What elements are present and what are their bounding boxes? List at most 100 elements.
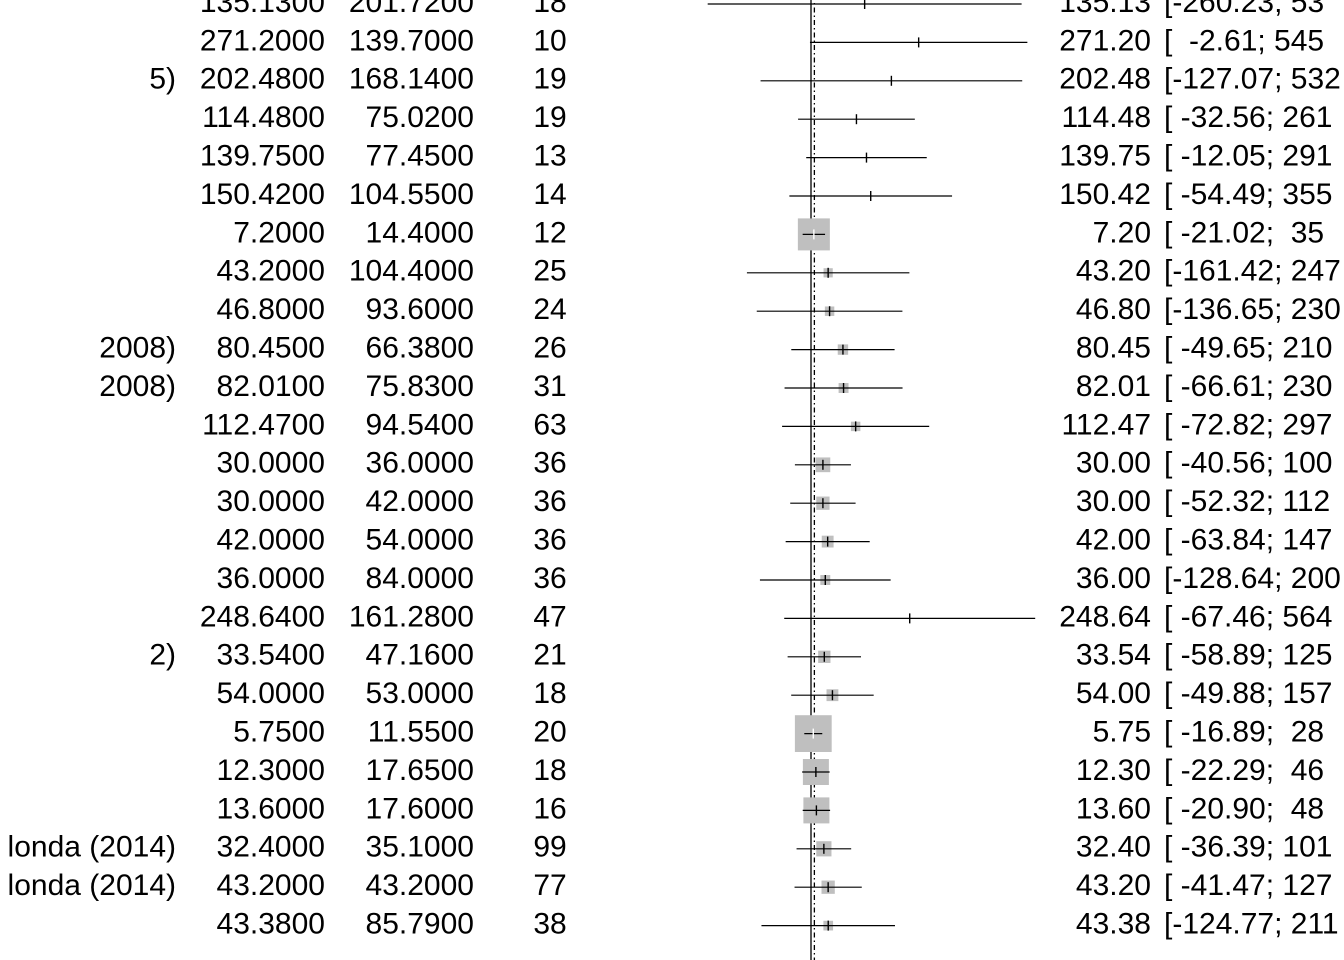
sd-value: 17.6000 <box>366 792 474 825</box>
mean-value: 32.4000 <box>217 831 325 864</box>
mean-value: 30.0000 <box>217 447 325 480</box>
n-value: 36 <box>533 562 566 595</box>
ci-value: [ -32.56; 261 <box>1164 101 1332 134</box>
sd-value: 42.0000 <box>366 485 474 518</box>
n-value: 38 <box>533 908 566 941</box>
table-row: 30.0000 42.0000 36 30.00 [ -52.32; 112 <box>217 485 1331 518</box>
table-row: 114.4800 75.0200 19 114.48 [ -32.56; 261 <box>202 101 1332 134</box>
table-row: 5) 202.4800 168.1400 19 202.48 [-127.07; 532 <box>149 63 1341 96</box>
mean-value: 271.2000 <box>200 24 325 57</box>
estimate-value: 30.00 <box>1076 447 1151 480</box>
table-row: 13.6000 17.6000 16 13.60 [ -20.90; 48 <box>217 792 1325 825</box>
estimate-value: 150.42 <box>1059 178 1151 211</box>
table-row: 30.0000 36.0000 36 30.00 [ -40.56; 100 <box>217 447 1333 480</box>
ci-value: [-161.42; 247 <box>1164 255 1341 288</box>
sd-value: 84.0000 <box>366 562 474 595</box>
sd-value: 47.1600 <box>366 639 474 672</box>
n-value: 13 <box>533 140 566 173</box>
ci-value: [ -21.02; 35 <box>1164 216 1324 249</box>
study-label: 5) <box>149 63 176 96</box>
forest-rows: 135.1300 201.7200 18 135.13 [-260.23; 53 271.… <box>8 0 1341 941</box>
mean-value: 139.7500 <box>200 140 325 173</box>
ci-value: [-260.23; 53 <box>1164 0 1324 19</box>
table-row: 36.0000 84.0000 36 36.00 [-128.64; 200 <box>217 562 1341 595</box>
sd-value: 11.5500 <box>368 716 474 749</box>
sd-value: 201.7200 <box>349 0 474 19</box>
sd-value: 77.4500 <box>366 140 474 173</box>
n-value: 77 <box>533 869 566 902</box>
ci-value: [ -52.32; 112 <box>1164 485 1330 518</box>
estimate-value: 54.00 <box>1076 677 1151 710</box>
mean-value: 112.4700 <box>202 408 325 441</box>
estimate-value: 5.75 <box>1093 716 1151 749</box>
sd-value: 75.8300 <box>366 370 474 403</box>
table-row: 7.2000 14.4000 12 7.20 [ -21.02; 35 <box>233 216 1324 251</box>
n-value: 25 <box>533 255 566 288</box>
table-row: 43.3800 85.7900 38 43.38 [-124.77; 211 <box>217 908 1339 941</box>
sd-value: 36.0000 <box>366 447 474 480</box>
sd-value: 54.0000 <box>366 524 474 557</box>
n-value: 19 <box>533 63 566 96</box>
mean-value: 82.0100 <box>217 370 325 403</box>
estimate-value: 42.00 <box>1076 524 1151 557</box>
ci-value: [ -2.61; 545 <box>1164 24 1324 57</box>
table-row: 54.0000 53.0000 18 54.00 [ -49.88; 157 <box>217 677 1333 710</box>
ci-value: [ -54.49; 355 <box>1164 178 1332 211</box>
sd-value: 161.2800 <box>349 600 474 633</box>
sd-value: 94.5400 <box>366 408 474 441</box>
mean-value: 135.1300 <box>200 0 325 19</box>
mean-value: 30.0000 <box>217 485 325 518</box>
mean-value: 248.6400 <box>200 600 325 633</box>
table-row: 42.0000 54.0000 36 42.00 [ -63.84; 147 <box>217 524 1333 557</box>
sd-value: 85.7900 <box>366 908 474 941</box>
estimate-value: 7.20 <box>1093 216 1151 249</box>
mean-value: 12.3000 <box>217 754 325 787</box>
n-value: 26 <box>533 332 566 365</box>
estimate-value: 46.80 <box>1076 293 1151 326</box>
sd-value: 104.4000 <box>349 255 474 288</box>
mean-value: 150.4200 <box>200 178 325 211</box>
n-value: 36 <box>533 524 566 557</box>
mean-value: 7.2000 <box>233 216 325 249</box>
mean-value: 13.6000 <box>217 792 325 825</box>
table-row: 43.2000 104.4000 25 43.20 [-161.42; 247 <box>217 255 1341 288</box>
mean-value: 114.4800 <box>202 101 325 134</box>
ci-value: [ -49.88; 157 <box>1164 677 1332 710</box>
ci-value: [ -49.65; 210 <box>1164 332 1332 365</box>
mean-value: 33.5400 <box>217 639 325 672</box>
sd-value: 104.5500 <box>349 178 474 211</box>
table-row: londa (2014) 32.4000 35.1000 99 32.40 [ -36.3… <box>8 831 1333 864</box>
ci-value: [ -66.61; 230 <box>1164 370 1332 403</box>
table-row: londa (2014) 43.2000 43.2000 77 43.20 [ -41.4… <box>8 869 1333 902</box>
n-value: 47 <box>533 600 566 633</box>
estimate-value: 80.45 <box>1076 332 1151 365</box>
table-row: 135.1300 201.7200 18 135.13 [-260.23; 53 <box>200 0 1324 19</box>
estimate-value: 30.00 <box>1076 485 1151 518</box>
estimate-value: 114.48 <box>1061 101 1151 134</box>
sd-value: 93.6000 <box>366 293 474 326</box>
ci-value: [ -36.39; 101 <box>1164 831 1332 864</box>
table-row: 2008) 82.0100 75.8300 31 82.01 [ -66.61; 230 <box>99 370 1332 403</box>
estimate-value: 13.60 <box>1076 792 1151 825</box>
table-row: 248.6400 161.2800 47 248.64 [ -67.46; 564 <box>200 600 1333 633</box>
mean-value: 42.0000 <box>217 524 325 557</box>
study-label: 2008) <box>99 370 176 403</box>
n-value: 12 <box>533 216 566 249</box>
table-row: 150.4200 104.5500 14 150.42 [ -54.49; 355 <box>200 178 1333 211</box>
estimate-value: 112.47 <box>1061 408 1151 441</box>
sd-value: 139.7000 <box>349 24 474 57</box>
estimate-value: 248.64 <box>1059 600 1151 633</box>
sd-value: 17.6500 <box>366 754 474 787</box>
estimate-value: 12.30 <box>1076 754 1151 787</box>
table-row: 5.7500 11.5500 20 5.75 [ -16.89; 28 <box>233 715 1324 752</box>
study-label: londa (2014) <box>8 869 176 902</box>
ci-value: [ -72.82; 297 <box>1164 408 1332 441</box>
estimate-value: 202.48 <box>1059 63 1151 96</box>
n-value: 21 <box>533 639 566 672</box>
n-value: 36 <box>533 485 566 518</box>
ci-value: [ -67.46; 564 <box>1164 600 1332 633</box>
sd-value: 168.1400 <box>349 63 474 96</box>
n-value: 20 <box>533 716 566 749</box>
table-row: 2) 33.5400 47.1600 21 33.54 [ -58.89; 125 <box>149 639 1332 672</box>
n-value: 16 <box>533 792 566 825</box>
